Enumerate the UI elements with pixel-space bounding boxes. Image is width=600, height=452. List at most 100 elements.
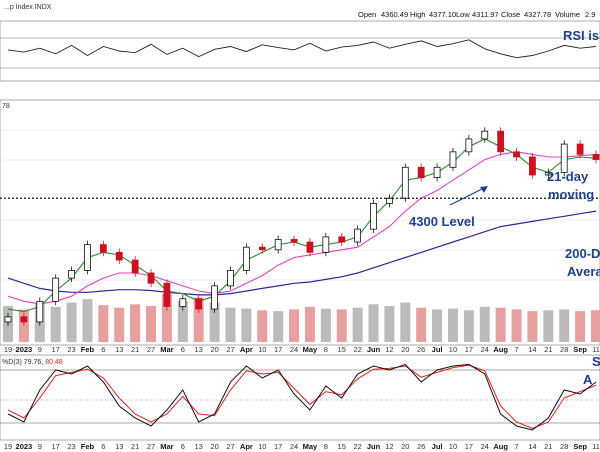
candle-body bbox=[449, 151, 457, 168]
low-value: 4311.97 bbox=[472, 10, 499, 19]
x-tick-label: 28 bbox=[560, 442, 568, 451]
x-tick-label: 9 bbox=[38, 442, 42, 451]
candle-body bbox=[68, 269, 75, 279]
candle-body bbox=[306, 241, 314, 253]
volume-bar bbox=[193, 297, 204, 342]
stoch-annotation-line2: A bbox=[583, 372, 593, 387]
candle-body bbox=[258, 246, 266, 251]
price-panel bbox=[0, 99, 600, 346]
index-label: ...p Index INDX bbox=[4, 4, 52, 11]
open-value: 4360.49 bbox=[381, 10, 408, 19]
x-tick-label: 17 bbox=[274, 442, 282, 451]
x-tick-label: 24 bbox=[290, 345, 298, 354]
volume-bar bbox=[447, 308, 458, 342]
price-candle bbox=[163, 279, 171, 311]
x-tick-label: 23 bbox=[67, 442, 75, 451]
x-tick-label: 6 bbox=[181, 442, 185, 451]
x-tick-label: 7 bbox=[514, 345, 518, 354]
volume-bar bbox=[98, 305, 109, 342]
x-tick-label: May bbox=[303, 345, 318, 354]
price-candle bbox=[115, 248, 123, 264]
x-tick-label: 17 bbox=[52, 345, 60, 354]
price-candle bbox=[4, 312, 12, 326]
stoch-k-line bbox=[7, 363, 597, 431]
x-tick-label: 17 bbox=[465, 345, 473, 354]
ma21-annotation-line1: 21-day bbox=[547, 169, 589, 184]
x-tick-label: 13 bbox=[115, 345, 123, 354]
x-tick-label: 21 bbox=[131, 345, 139, 354]
price-candle bbox=[290, 235, 298, 246]
x-tick-label: 14 bbox=[528, 345, 536, 354]
x-tick-label: 20 bbox=[401, 345, 409, 354]
candle-body bbox=[497, 130, 505, 153]
ma200-annotation-line2: Avera bbox=[567, 264, 600, 279]
price-candle bbox=[529, 153, 536, 179]
volume-bar bbox=[559, 309, 570, 342]
candle-body bbox=[544, 172, 552, 176]
candle-body bbox=[576, 143, 584, 155]
rsi-panel bbox=[0, 20, 600, 82]
volume-bars bbox=[3, 294, 600, 342]
x-tick-label: 19 bbox=[4, 442, 12, 451]
price-candle bbox=[465, 135, 473, 156]
candle-body bbox=[195, 298, 203, 310]
volume-bar bbox=[527, 311, 538, 342]
x-tick-label: 24 bbox=[481, 442, 489, 451]
x-tick-label: Sep bbox=[573, 345, 587, 354]
x-tick-label: 6 bbox=[101, 442, 105, 451]
stoch-label-prefix: %D(3) 79.76, bbox=[2, 359, 45, 366]
x-tick-label: 17 bbox=[52, 442, 60, 451]
price-candle bbox=[242, 243, 250, 275]
volume-bar bbox=[289, 309, 300, 342]
x-tick-label: 19 bbox=[4, 345, 12, 354]
candle-body bbox=[386, 197, 393, 204]
level-arrow bbox=[449, 186, 488, 206]
low-label: Low bbox=[456, 10, 470, 19]
volume-bar bbox=[241, 308, 252, 342]
price-candle bbox=[20, 312, 28, 326]
x-tick-label: Jul bbox=[432, 345, 443, 354]
x-tick-label: 28 bbox=[560, 345, 568, 354]
candle-body bbox=[354, 228, 362, 243]
x-tick-label: 10 bbox=[449, 345, 457, 354]
volume-bar bbox=[432, 309, 443, 342]
x-tick-label: 10 bbox=[449, 442, 457, 451]
candle-body bbox=[433, 166, 441, 179]
price-candle bbox=[386, 194, 393, 208]
price-candle bbox=[497, 127, 505, 156]
x-tick-label: 10 bbox=[258, 345, 266, 354]
volume-bar bbox=[114, 307, 125, 342]
volume-bar bbox=[146, 306, 157, 342]
price-panel-label: 78 bbox=[2, 103, 10, 110]
price-candle bbox=[211, 282, 218, 313]
price-candle bbox=[354, 225, 362, 246]
x-tick-label: 17 bbox=[465, 442, 473, 451]
volume-bar bbox=[591, 310, 600, 342]
candle-body bbox=[465, 138, 473, 153]
candle-body bbox=[36, 300, 44, 323]
candle-body bbox=[131, 259, 139, 274]
x-tick-label: May bbox=[303, 442, 318, 451]
price-candle bbox=[274, 235, 282, 254]
volume-bar bbox=[209, 302, 220, 342]
volume-bar bbox=[82, 299, 93, 342]
x-tick-label: 7 bbox=[514, 442, 518, 451]
x-tick-label: Jun bbox=[367, 442, 381, 451]
x-tick-label: Apr bbox=[240, 345, 253, 354]
volume-bar bbox=[416, 307, 427, 342]
x-tick-label: 21 bbox=[544, 442, 552, 451]
stochastic-series bbox=[7, 363, 597, 431]
price-candles bbox=[4, 127, 600, 326]
price-candle bbox=[99, 240, 107, 257]
candle-body bbox=[513, 151, 520, 158]
x-tick-label: 17 bbox=[274, 345, 282, 354]
x-tick-label: Apr bbox=[240, 442, 253, 451]
price-candle bbox=[52, 274, 60, 306]
candle-body bbox=[179, 298, 187, 307]
volume-bar bbox=[273, 311, 284, 342]
x-tick-label: Feb bbox=[81, 345, 95, 354]
x-tick-label: 20 bbox=[401, 442, 409, 451]
x-tick-label: 26 bbox=[417, 345, 425, 354]
price-candle bbox=[322, 233, 330, 257]
